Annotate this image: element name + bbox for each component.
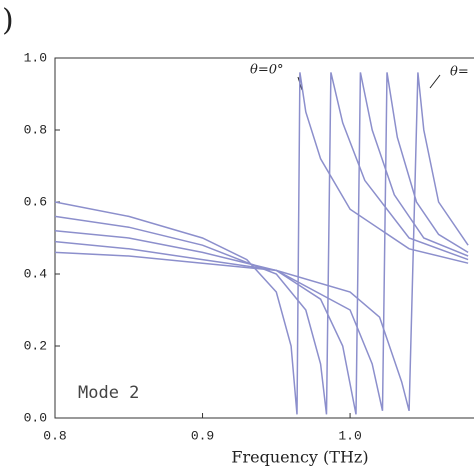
y-tick-label: 0.2 bbox=[24, 338, 47, 353]
axis-frame bbox=[54, 57, 474, 419]
arrow bbox=[429, 74, 441, 89]
mode-label: Mode 2 bbox=[78, 383, 139, 403]
line-series bbox=[54, 72, 469, 411]
y-tick-label: 1.0 bbox=[24, 50, 47, 65]
line-series bbox=[54, 72, 469, 415]
x-axis-label: Frequency (THz) bbox=[231, 448, 368, 467]
x-tick-label: 0.9 bbox=[191, 428, 214, 443]
y-tick-label: 0.4 bbox=[24, 266, 48, 281]
annotation: θ=0° bbox=[250, 63, 284, 78]
y-tick-label: 0.0 bbox=[24, 410, 47, 425]
line-series bbox=[54, 72, 469, 411]
y-tick-label: 0.8 bbox=[24, 122, 47, 137]
line-series bbox=[54, 72, 469, 415]
x-tick-label: 1.0 bbox=[338, 428, 361, 443]
panel-label: ) bbox=[2, 3, 14, 38]
x-tick-label: 0.8 bbox=[43, 428, 66, 443]
y-tick-label: 0.6 bbox=[24, 194, 47, 209]
line-series bbox=[54, 72, 469, 415]
annotation: θ= bbox=[450, 65, 469, 80]
